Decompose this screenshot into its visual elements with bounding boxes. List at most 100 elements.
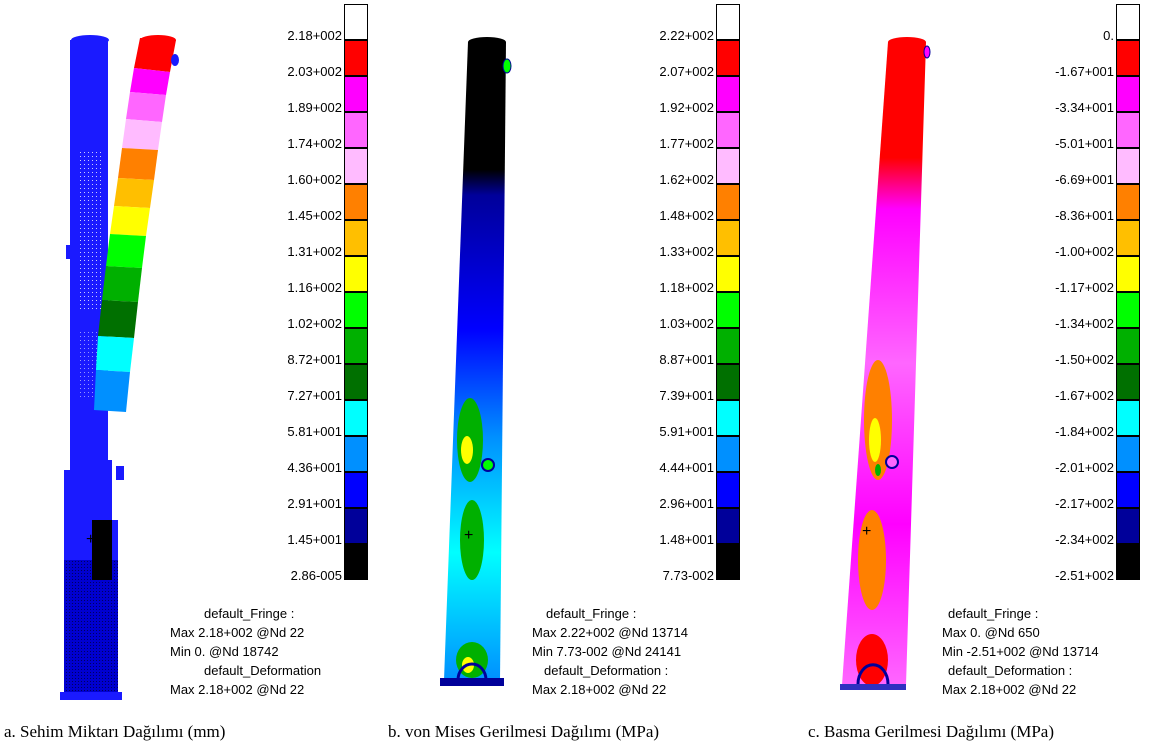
compressive-model-render: + [840, 37, 931, 690]
legend-tick: 5.91+001 [659, 424, 714, 439]
legend-swatch [716, 364, 740, 400]
deflection-model-render: + [60, 35, 179, 700]
legend-swatch [1116, 220, 1140, 256]
caption-compressive: c. Basma Gerilmesi Dağılımı (MPa) [808, 722, 1054, 741]
legend-swatch [344, 40, 368, 76]
legend-tick: -8.36+001 [1055, 208, 1114, 223]
legend-swatch [716, 40, 740, 76]
legend-tick: 1.89+002 [287, 100, 342, 115]
legend-tick: 2.07+002 [659, 64, 714, 79]
legend-swatch [716, 76, 740, 112]
legend-swatch [716, 508, 740, 544]
info-line: Max 2.22+002 @Nd 13714 [532, 625, 688, 640]
panel-compressive-stress: + 0. -1.67+001 -3.34+001 -5.01+001 -6.69… [760, 0, 1166, 751]
legend-tick: 1.16+002 [287, 280, 342, 295]
legend-tick: -6.69+001 [1055, 172, 1114, 187]
deformed-tower [94, 35, 179, 412]
legend-tick: 1.48+002 [659, 208, 714, 223]
compressive-info-block: default_Fringe : Max 0. @Nd 650 Min -2.5… [942, 604, 1099, 699]
von-mises-base [440, 678, 504, 686]
legend-swatch [1116, 112, 1140, 148]
nozzle-right [116, 466, 124, 480]
legend-tick: 1.31+002 [287, 244, 342, 259]
legend-tick: 1.77+002 [659, 136, 714, 151]
legend-tick: 1.33+002 [659, 244, 714, 259]
skirt-black-section [92, 520, 112, 580]
legend-tick: 2.22+002 [659, 28, 714, 43]
legend-swatch [1116, 508, 1140, 544]
info-line: default_Fringe : [204, 606, 295, 621]
legend-swatch [344, 436, 368, 472]
legend-tick: 7.27+001 [287, 388, 342, 403]
info-line: default_Fringe : [948, 606, 1039, 621]
legend-swatch [344, 256, 368, 292]
stress-zone-green [875, 464, 881, 476]
nozzle-mid [66, 522, 74, 536]
legend-tick: -1.50+002 [1055, 352, 1114, 367]
legend-swatch [344, 112, 368, 148]
legend-tick: -1.17+002 [1055, 280, 1114, 295]
info-line: default_Fringe : [546, 606, 637, 621]
legend-tick: -2.01+002 [1055, 460, 1114, 475]
nozzle-ring [481, 458, 495, 472]
legend-tick: 2.03+002 [287, 64, 342, 79]
tower-top-cap [71, 35, 109, 45]
tower-mesh-region [78, 150, 102, 310]
legend-tick: 8.72+001 [287, 352, 342, 367]
legend-swatch [344, 148, 368, 184]
legend-swatch [344, 508, 368, 544]
legend-tick: 1.02+002 [287, 316, 342, 331]
legend-tick: 1.48+001 [659, 532, 714, 547]
legend-swatch [1116, 256, 1140, 292]
info-line: Min 7.73-002 @Nd 24141 [532, 644, 682, 659]
legend-swatch [1116, 148, 1140, 184]
legend-tick: -3.34+001 [1055, 100, 1114, 115]
panel-deflection: + [0, 0, 380, 751]
legend-swatch [1116, 328, 1140, 364]
legend-tick: 2.18+002 [287, 28, 342, 43]
info-line: Max 2.18+002 @Nd 22 [532, 682, 667, 697]
legend-tick: 5.81+001 [287, 424, 342, 439]
legend-tick: -1.00+002 [1055, 244, 1114, 259]
stress-zone-green-2 [460, 500, 484, 580]
info-line: default_Deformation [204, 663, 322, 678]
legend-tick: -1.67+001 [1055, 64, 1114, 79]
legend-swatch [1116, 400, 1140, 436]
legend-swatch [716, 400, 740, 436]
compressive-tower [842, 42, 926, 685]
legend-swatch [716, 292, 740, 328]
legend-tick: 1.18+002 [659, 280, 714, 295]
info-line: default_Deformation : [948, 663, 1073, 678]
legend-swatch [344, 4, 368, 40]
von-mises-top-cap [468, 37, 506, 47]
info-line: default_Deformation : [544, 663, 669, 678]
caption-deflection: a. Sehim Miktarı Dağılımı (mm) [4, 722, 226, 741]
legend-swatch [716, 184, 740, 220]
legend-swatch [1116, 40, 1140, 76]
legend-tick: -1.67+002 [1055, 388, 1114, 403]
legend-tick: -2.34+002 [1055, 532, 1114, 547]
legend-swatch [716, 112, 740, 148]
legend-tick: 1.45+001 [287, 532, 342, 547]
info-line: Min -2.51+002 @Nd 13714 [942, 644, 1099, 659]
legend-swatch [1116, 472, 1140, 508]
legend-tick: 1.60+002 [287, 172, 342, 187]
legend-swatch [344, 472, 368, 508]
stress-zone-yellow [461, 436, 473, 464]
legend-swatch [344, 544, 368, 580]
legend-tick: 1.74+002 [287, 136, 342, 151]
svg-text:+: + [862, 523, 871, 540]
legend-tick: -2.51+002 [1055, 568, 1114, 583]
legend-swatch [716, 328, 740, 364]
legend-tick: 4.44+001 [659, 460, 714, 475]
legend-tick: -1.34+002 [1055, 316, 1114, 331]
legend-swatch [1116, 544, 1140, 580]
von-mises-tower [444, 42, 506, 680]
legend-tick: 1.03+002 [659, 316, 714, 331]
nozzle-ring [885, 455, 899, 469]
legend-swatch [716, 148, 740, 184]
compressive-top-cap [888, 37, 926, 47]
legend-swatch [716, 472, 740, 508]
legend-swatch [1116, 184, 1140, 220]
legend-swatch [1116, 76, 1140, 112]
